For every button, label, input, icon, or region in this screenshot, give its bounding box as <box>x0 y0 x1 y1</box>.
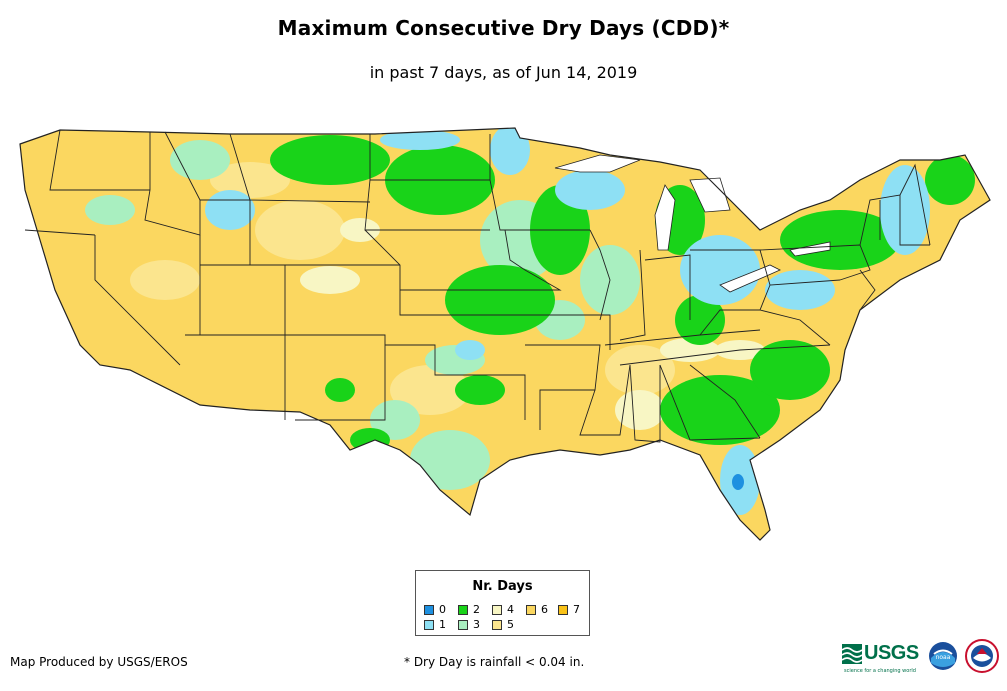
legend-item-2: 2 <box>458 603 480 616</box>
legend-swatch-6 <box>526 604 536 615</box>
noaa-logo-text: noaa <box>936 654 951 661</box>
agency-logos: USGS science for a changing world noaa <box>842 638 1002 678</box>
legend-swatch-2 <box>458 604 468 615</box>
legend-label-3: 3 <box>473 618 480 631</box>
noaa-logo-icon: noaa <box>929 642 957 670</box>
legend-label-6: 6 <box>541 603 548 616</box>
legend-item-3: 3 <box>458 618 480 631</box>
legend-label-7: 7 <box>573 603 580 616</box>
legend-label-0: 0 <box>439 603 446 616</box>
legend: Nr. Days 0 1 2 3 4 5 6 7 <box>415 570 590 636</box>
legend-swatch-3 <box>458 619 468 630</box>
area-4-days <box>300 218 765 430</box>
dry-area-6-days <box>20 128 990 540</box>
legend-item-4: 4 <box>492 603 514 616</box>
legend-item-0: 0 <box>424 603 446 616</box>
usgs-wordmark: USGS <box>864 642 919 664</box>
legend-swatch-4 <box>492 604 502 615</box>
usgs-wave-icon <box>842 643 862 664</box>
dry-day-footnote: * Dry Day is rainfall < 0.04 in. <box>404 655 585 669</box>
producer-credit: Map Produced by USGS/EROS <box>10 655 188 669</box>
nws-logo-icon <box>965 639 999 673</box>
legend-swatch-1 <box>424 619 434 630</box>
legend-label-2: 2 <box>473 603 480 616</box>
usgs-tagline: science for a changing world <box>844 668 916 674</box>
area-0-days <box>732 474 744 490</box>
legend-swatch-5 <box>492 619 502 630</box>
legend-item-7: 7 <box>558 603 580 616</box>
state-borders <box>24 129 931 443</box>
area-5-days <box>130 162 675 415</box>
map-subtitle: in past 7 days, as of Jun 14, 2019 <box>369 63 638 82</box>
usgs-logo: USGS <box>842 642 919 665</box>
legend-item-6: 6 <box>526 603 548 616</box>
map-title: Maximum Consecutive Dry Days (CDD)* <box>277 16 730 40</box>
great-lakes <box>554 154 831 293</box>
legend-label-4: 4 <box>507 603 514 616</box>
us-map <box>19 127 991 541</box>
legend-label-1: 1 <box>439 618 446 631</box>
legend-swatch-7 <box>558 604 568 615</box>
legend-title: Nr. Days <box>472 579 533 594</box>
legend-item-5: 5 <box>492 618 514 631</box>
legend-item-1: 1 <box>424 618 446 631</box>
legend-label-5: 5 <box>507 618 514 631</box>
legend-swatch-0 <box>424 604 434 615</box>
